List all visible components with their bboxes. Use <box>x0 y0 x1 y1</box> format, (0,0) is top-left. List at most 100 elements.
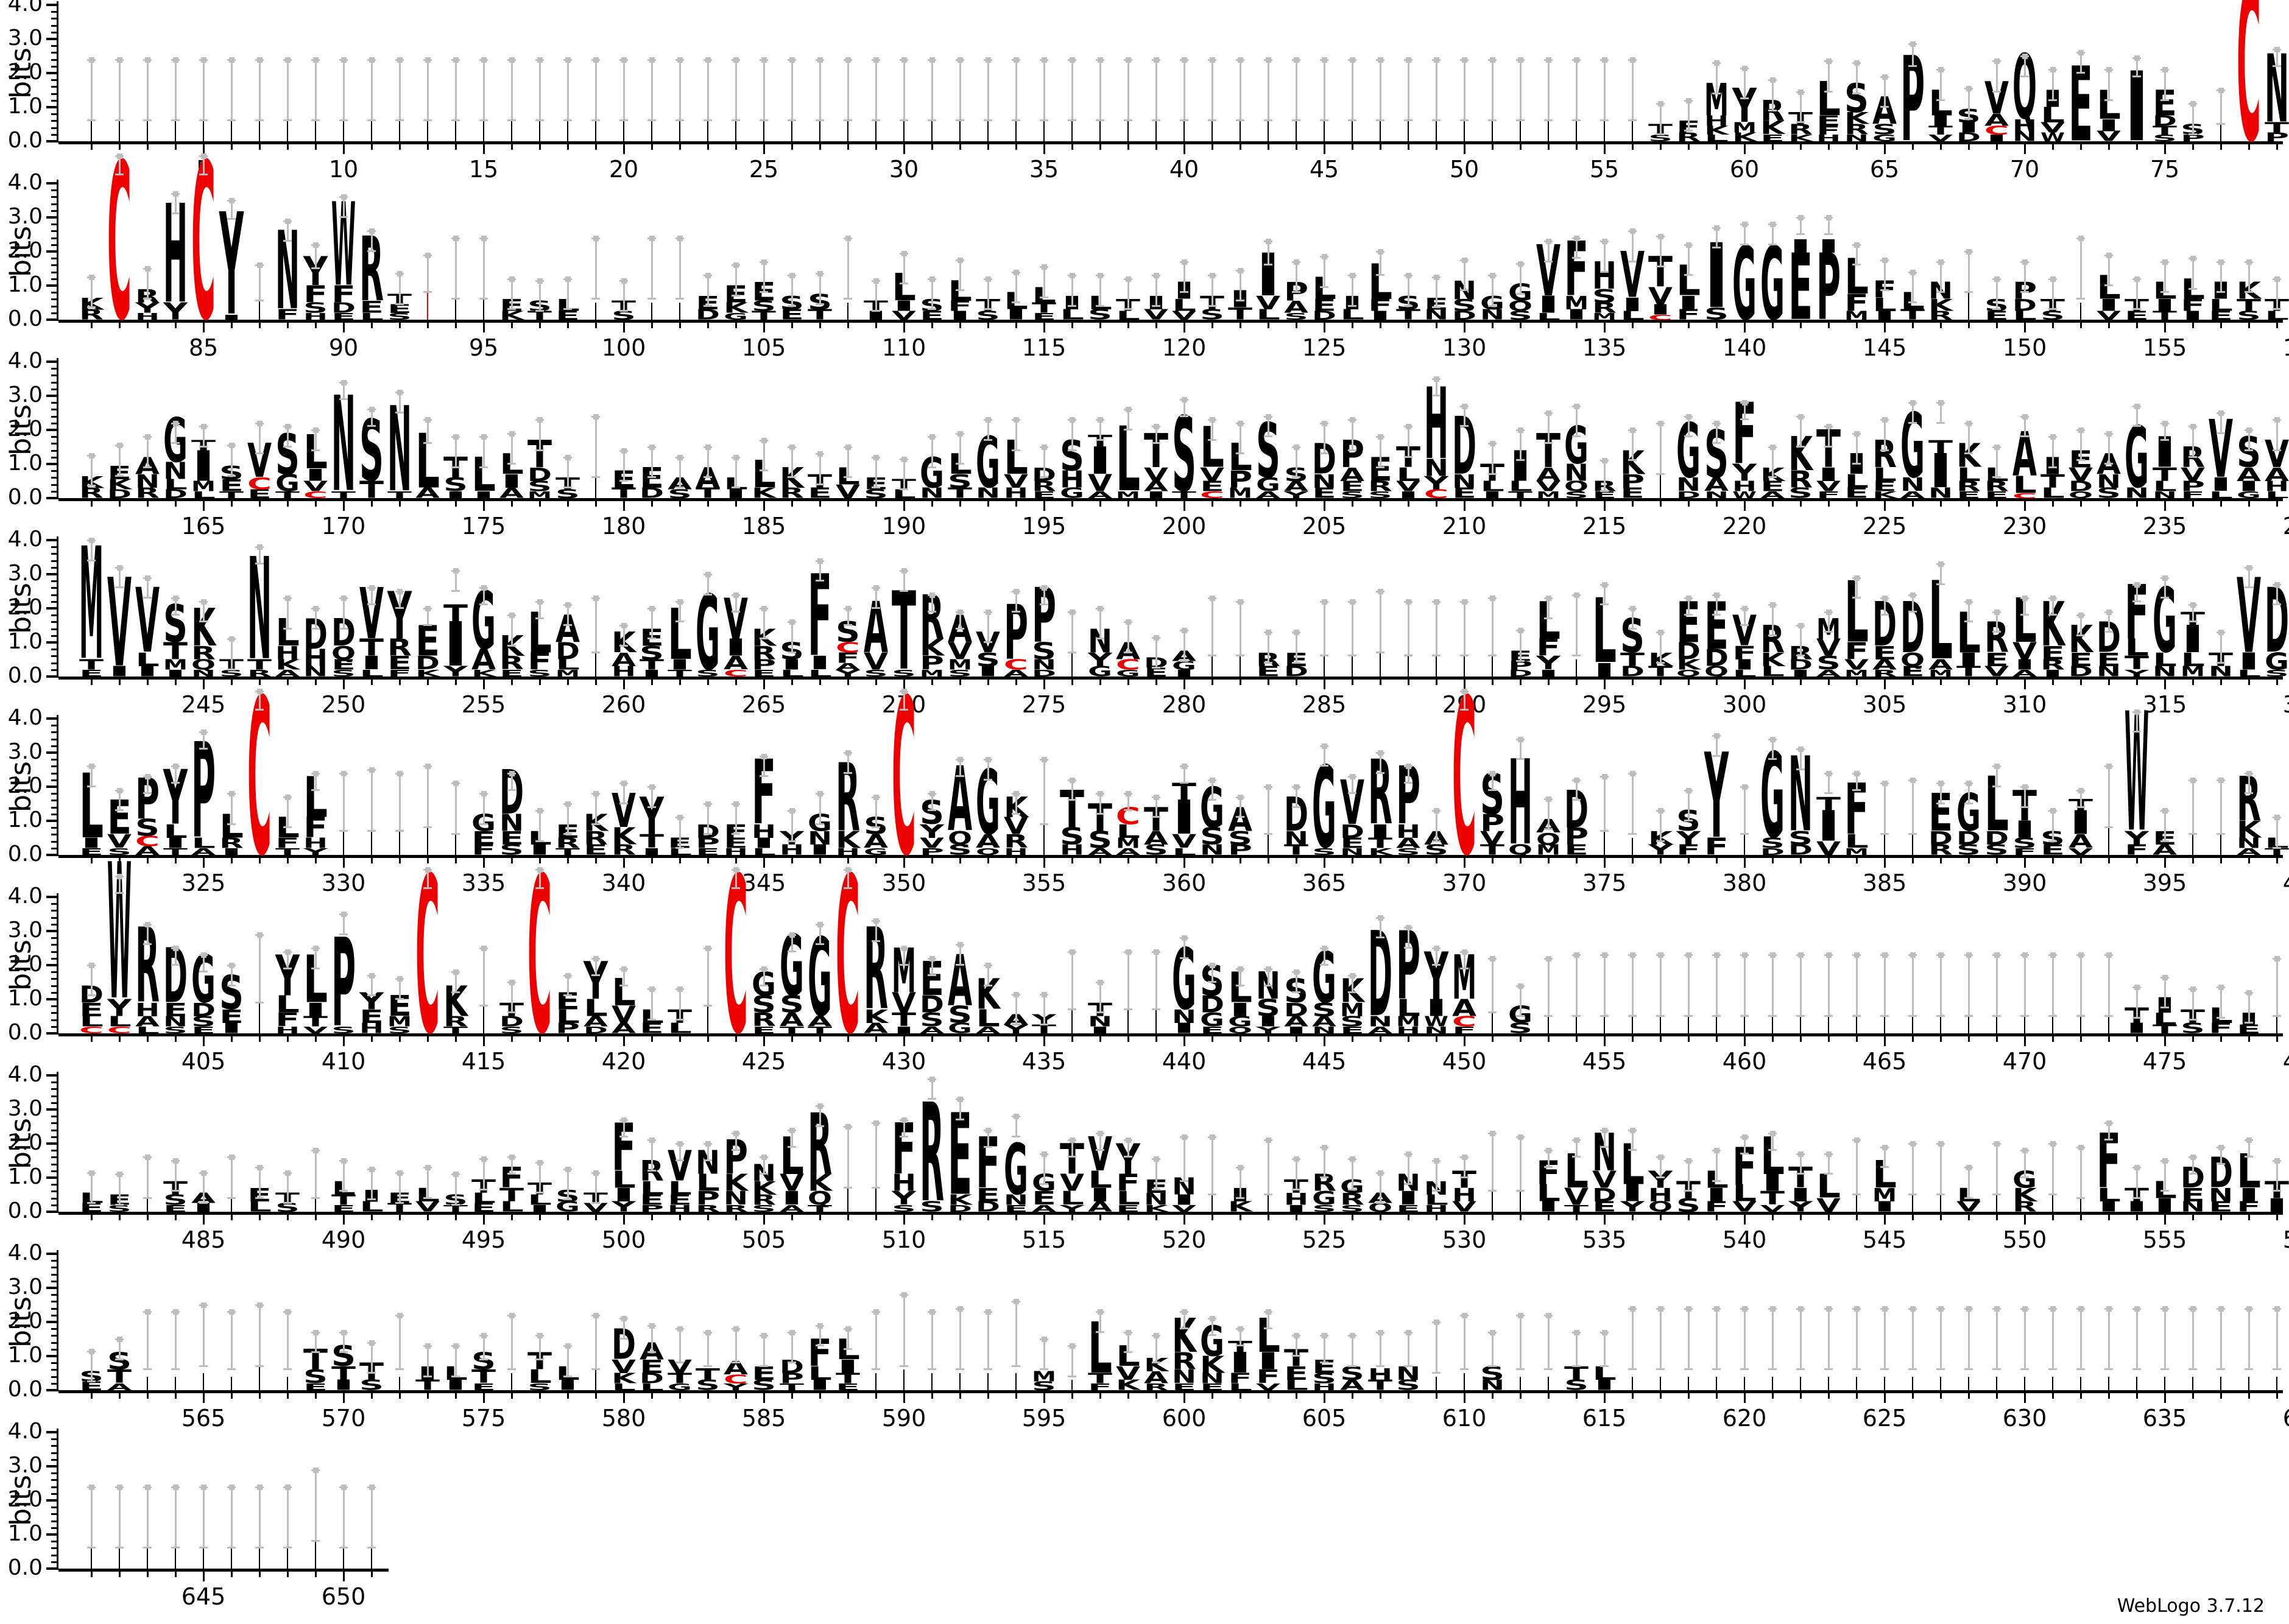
error-bar-cap-bottom <box>956 289 964 292</box>
logo-letter-K: K <box>499 309 525 323</box>
y-tick-major <box>46 786 57 788</box>
error-bar-line <box>202 1172 205 1203</box>
x-tick-minor <box>1379 501 1381 507</box>
error-bar-marker <box>1994 276 2000 282</box>
error-bar-marker <box>2134 276 2140 282</box>
y-tick-minor <box>51 985 57 987</box>
y-axis-line <box>57 1 58 142</box>
error-bar-line <box>707 59 709 121</box>
error-bar-marker <box>340 379 347 385</box>
x-tick-minor <box>1211 680 1213 685</box>
x-tick-minor <box>987 323 989 328</box>
error-bar-line <box>1099 420 1101 440</box>
error-bar-cap-bottom <box>1796 121 1805 124</box>
error-bar-marker <box>1601 458 1607 464</box>
error-bar-line <box>791 622 793 653</box>
error-bar-marker <box>1321 599 1327 605</box>
logo-letter-S: S <box>1648 133 1673 144</box>
error-bar-line <box>1015 59 1017 121</box>
error-bar-cap-bottom <box>311 1197 320 1199</box>
y-tick-minor <box>51 402 57 404</box>
error-bar-marker <box>2162 974 2168 980</box>
error-bar-line <box>2220 632 2222 663</box>
error-bar-cap-bottom <box>2273 846 2281 849</box>
x-tick-label: 80 <box>2268 156 2289 183</box>
error-bar-cap-bottom <box>647 119 656 122</box>
y-tick-minor <box>51 278 57 280</box>
error-bar-cap-bottom <box>704 476 712 479</box>
error-bar-marker <box>1321 57 1327 63</box>
y-tick-minor <box>51 827 57 829</box>
error-bar-line <box>1659 423 1662 474</box>
y-tick-label: 3.0 <box>7 204 43 229</box>
error-bar-marker <box>1713 952 1719 958</box>
error-bar-cap-bottom <box>984 119 992 122</box>
error-bar-marker <box>565 972 571 979</box>
x-tick-minor <box>791 1215 793 1220</box>
x-tick-label: 110 <box>881 334 926 361</box>
x-tick-label: 555 <box>2142 1226 2187 1253</box>
y-tick-major <box>46 284 57 287</box>
x-tick-minor <box>1211 144 1213 150</box>
error-bar-cap-bottom <box>1236 984 1244 986</box>
x-tick-minor <box>90 501 93 507</box>
error-bar-cap-bottom <box>1852 463 1861 465</box>
x-tick-minor <box>566 858 569 863</box>
x-tick-minor <box>1547 1036 1550 1042</box>
error-bar-marker <box>2050 276 2056 282</box>
error-bar-cap-bottom <box>1936 291 1945 294</box>
error-bar-line <box>286 426 289 447</box>
error-bar-cap-bottom <box>1488 304 1497 307</box>
error-bar-line <box>2136 987 2138 1018</box>
error-bar-marker <box>1209 417 1215 423</box>
error-bar-line <box>1379 59 1381 121</box>
error-bar-line <box>1799 749 1802 770</box>
logo-letter-R: R <box>1592 300 1617 317</box>
error-bar-marker <box>1377 589 1383 594</box>
y-tick-minor <box>51 655 57 658</box>
y-tick-minor <box>51 24 57 27</box>
error-bar-marker <box>1601 774 1607 780</box>
x-tick-major <box>903 1215 905 1225</box>
x-tick-minor <box>2051 1036 2054 1042</box>
error-bar-cap-bottom <box>507 308 516 311</box>
logo-letter-T: T <box>1172 779 1197 806</box>
x-tick-major <box>482 501 485 511</box>
x-tick-minor <box>1659 680 1662 685</box>
error-bar-marker <box>1517 57 1523 63</box>
error-bar-line <box>959 1099 961 1120</box>
y-tick-minor <box>51 65 57 68</box>
y-tick-minor <box>51 1081 57 1084</box>
error-bar-marker <box>1321 946 1327 951</box>
error-bar-cap-bottom <box>1152 816 1160 818</box>
error-bar-marker <box>1013 991 1019 997</box>
x-tick-minor <box>566 1036 569 1042</box>
error-bar-cap-bottom <box>872 119 880 122</box>
error-bar-line <box>1491 275 1494 306</box>
x-tick-minor <box>286 858 289 863</box>
logo-letter-V: V <box>2040 120 2065 136</box>
y-tick-label: 3.0 <box>7 561 43 586</box>
x-tick-major <box>1043 323 1045 332</box>
error-bar-cap-bottom <box>1600 829 1609 832</box>
error-bar-cap-bottom <box>1544 260 1553 262</box>
error-bar-marker <box>1882 781 1888 787</box>
x-tick-minor <box>791 858 793 863</box>
error-bar-line <box>679 989 681 1020</box>
error-bar-line <box>1099 59 1101 121</box>
x-tick-minor <box>679 501 681 507</box>
error-bar-marker <box>256 57 263 63</box>
x-tick-major <box>1883 501 1886 511</box>
error-bar-cap-bottom <box>1152 304 1160 307</box>
error-bar-cap-bottom <box>956 964 964 966</box>
x-tick-minor <box>791 501 793 507</box>
y-tick-minor <box>51 409 57 411</box>
error-bar-cap-bottom <box>143 466 152 468</box>
x-tick-label: 485 <box>181 1226 226 1253</box>
error-bar-line <box>1715 594 1718 616</box>
x-tick-label: 155 <box>2142 334 2187 361</box>
x-tick-minor <box>1239 501 1241 507</box>
logo-letter-S: S <box>1704 305 1729 324</box>
x-tick-major <box>1183 1215 1185 1225</box>
x-tick-minor <box>1407 144 1409 150</box>
